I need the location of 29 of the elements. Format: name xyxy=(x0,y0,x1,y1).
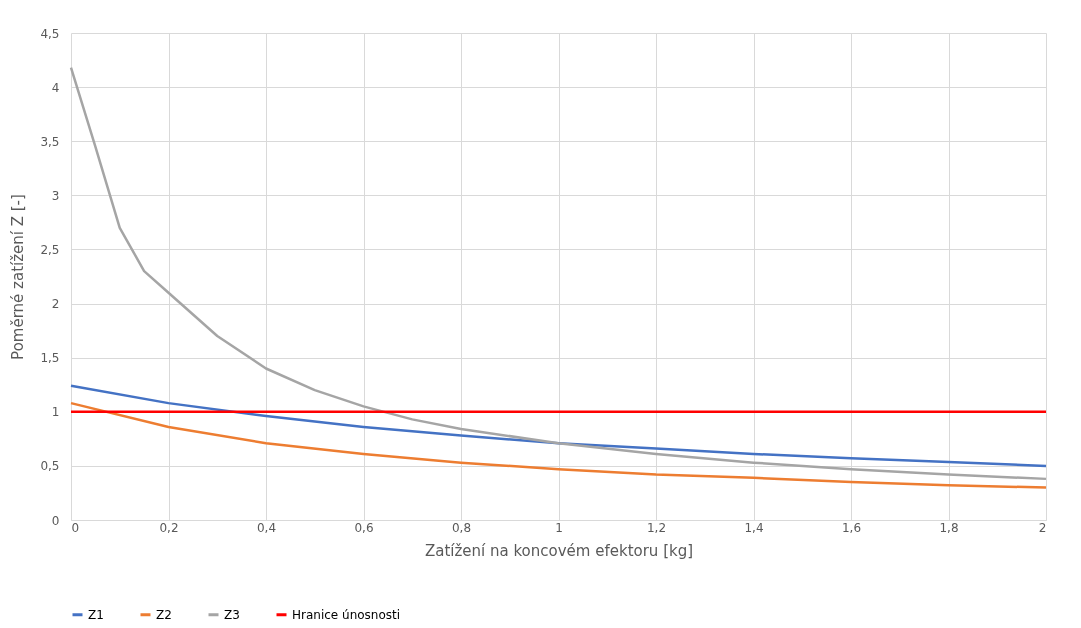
x-axis-title: Zatížení na koncovém efektoru [kg] xyxy=(424,541,694,560)
y-tick-label: 4,5 xyxy=(40,26,60,41)
line-series xyxy=(69,384,1048,468)
x-tick-label: 1,2 xyxy=(646,520,667,535)
y-tick-label: 1,5 xyxy=(40,351,60,366)
line-series xyxy=(69,66,1048,481)
legend-label: Z1 xyxy=(88,607,104,622)
line-series xyxy=(69,401,1048,489)
y-tick-label: 0,5 xyxy=(40,459,60,474)
legend-label: Z2 xyxy=(156,607,172,622)
x-tick-label: 1,6 xyxy=(841,520,862,535)
x-tick-label: 1,4 xyxy=(744,520,764,535)
x-tick-label: 0,6 xyxy=(354,520,374,535)
x-tick-label: 1,8 xyxy=(939,520,959,535)
x-tick-label: 2 xyxy=(1038,520,1047,535)
x-tick-label: 0,2 xyxy=(159,520,179,535)
legend-label: Z3 xyxy=(224,607,240,622)
y-tick-label: 2 xyxy=(51,297,60,312)
y-tick-label: 3 xyxy=(51,188,60,203)
x-tick-label: 0 xyxy=(71,520,80,535)
y-tick-label: 2,5 xyxy=(40,242,60,257)
x-tick-label: 1 xyxy=(555,520,563,535)
x-tick-label: 0,4 xyxy=(256,520,277,535)
x-tick-label: 0,8 xyxy=(451,520,472,535)
y-tick-label: 3,5 xyxy=(40,134,60,149)
y-tick-label: 4 xyxy=(51,80,60,95)
y-axis-title: Poměrné zatížení Z [-] xyxy=(9,194,28,360)
y-tick-label: 1 xyxy=(51,405,60,420)
legend-label: Hranice únosnosti xyxy=(292,607,401,622)
